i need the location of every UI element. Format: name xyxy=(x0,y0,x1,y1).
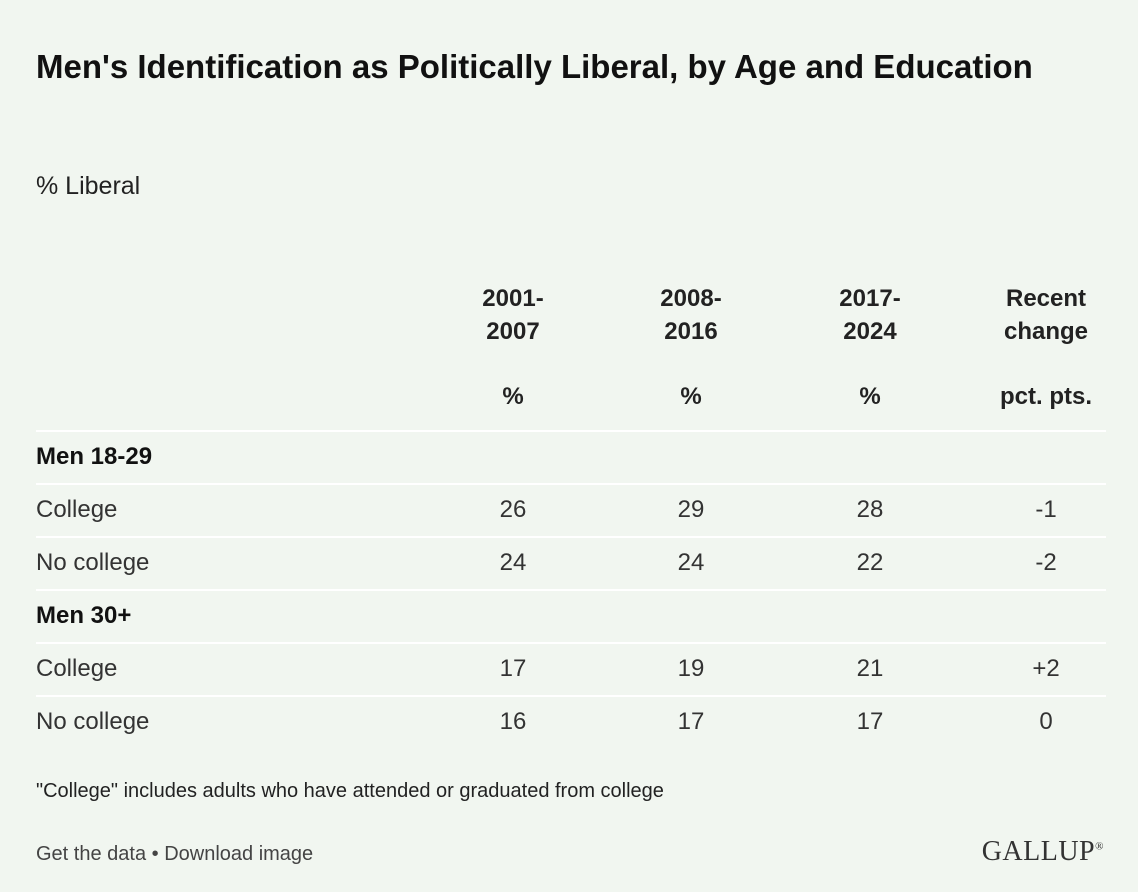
column-header-unit: % xyxy=(859,383,881,410)
gallup-logo-text: GALLUP xyxy=(981,836,1096,867)
footer-separator: • xyxy=(146,843,165,865)
group-label: Men 18-29 xyxy=(36,443,153,470)
download-image-link[interactable]: Download image xyxy=(164,843,314,865)
column-header-label: 2008- 2016 xyxy=(660,285,722,345)
table-row: No college 24 24 22 -2 xyxy=(36,536,1106,589)
data-table: 2001- 2007 % 2008- 2016 % 2017- 2024 % R… xyxy=(36,282,1106,748)
table-row: No college 16 17 17 0 xyxy=(36,695,1106,748)
table-row: College 17 19 21 +2 xyxy=(36,642,1106,695)
chart-note: "College" includes adults who have atten… xyxy=(36,780,664,802)
table-cell: 19 xyxy=(677,655,705,682)
table-cell: -1 xyxy=(1035,496,1057,523)
column-header: 2017- 2024 % xyxy=(790,282,950,412)
table-cell: +2 xyxy=(1032,655,1060,682)
table-cell: 17 xyxy=(499,655,527,682)
table-cell: 17 xyxy=(856,708,884,735)
column-header: 2001- 2007 % xyxy=(433,282,593,412)
chart-title: Men's Identification as Politically Libe… xyxy=(36,48,1033,85)
table-group-row: Men 18-29 xyxy=(36,430,1106,483)
table-cell: 29 xyxy=(677,496,705,523)
table-cell: 17 xyxy=(677,708,705,735)
column-header-label: Recent change xyxy=(1003,285,1089,345)
table-cell: 26 xyxy=(499,496,527,523)
chart-subtitle: % Liberal xyxy=(36,172,141,200)
table-cell: 24 xyxy=(499,549,527,576)
column-header-unit: % xyxy=(680,383,702,410)
row-label: No college xyxy=(36,549,150,576)
group-label: Men 30+ xyxy=(36,602,132,629)
table-group-row: Men 30+ xyxy=(36,589,1106,642)
row-label: College xyxy=(36,496,118,523)
column-header-unit: % xyxy=(502,383,524,410)
column-header-label: 2017- 2024 xyxy=(839,285,901,345)
column-header: Recent change pct. pts. xyxy=(966,282,1126,412)
table-cell: 24 xyxy=(677,549,705,576)
column-header: 2008- 2016 % xyxy=(611,282,771,412)
table-cell: 21 xyxy=(856,655,884,682)
gallup-logo: GALLUP® xyxy=(982,836,1104,868)
table-cell: 28 xyxy=(856,496,884,523)
get-data-link[interactable]: Get the data xyxy=(36,843,147,865)
row-label: No college xyxy=(36,708,150,735)
table-cell: 16 xyxy=(499,708,527,735)
table-cell: -2 xyxy=(1035,549,1057,576)
table-row: College 26 29 28 -1 xyxy=(36,483,1106,536)
footer-links: Get the data • Download image xyxy=(36,843,313,866)
column-header-unit: pct. pts. xyxy=(999,383,1092,410)
registered-mark: ® xyxy=(1095,840,1104,853)
table-cell: 22 xyxy=(856,549,884,576)
row-label: College xyxy=(36,655,118,682)
table-header: 2001- 2007 % 2008- 2016 % 2017- 2024 % R… xyxy=(36,282,1106,430)
column-header-label: 2001- 2007 xyxy=(482,285,544,345)
table-cell: 0 xyxy=(1039,708,1053,735)
